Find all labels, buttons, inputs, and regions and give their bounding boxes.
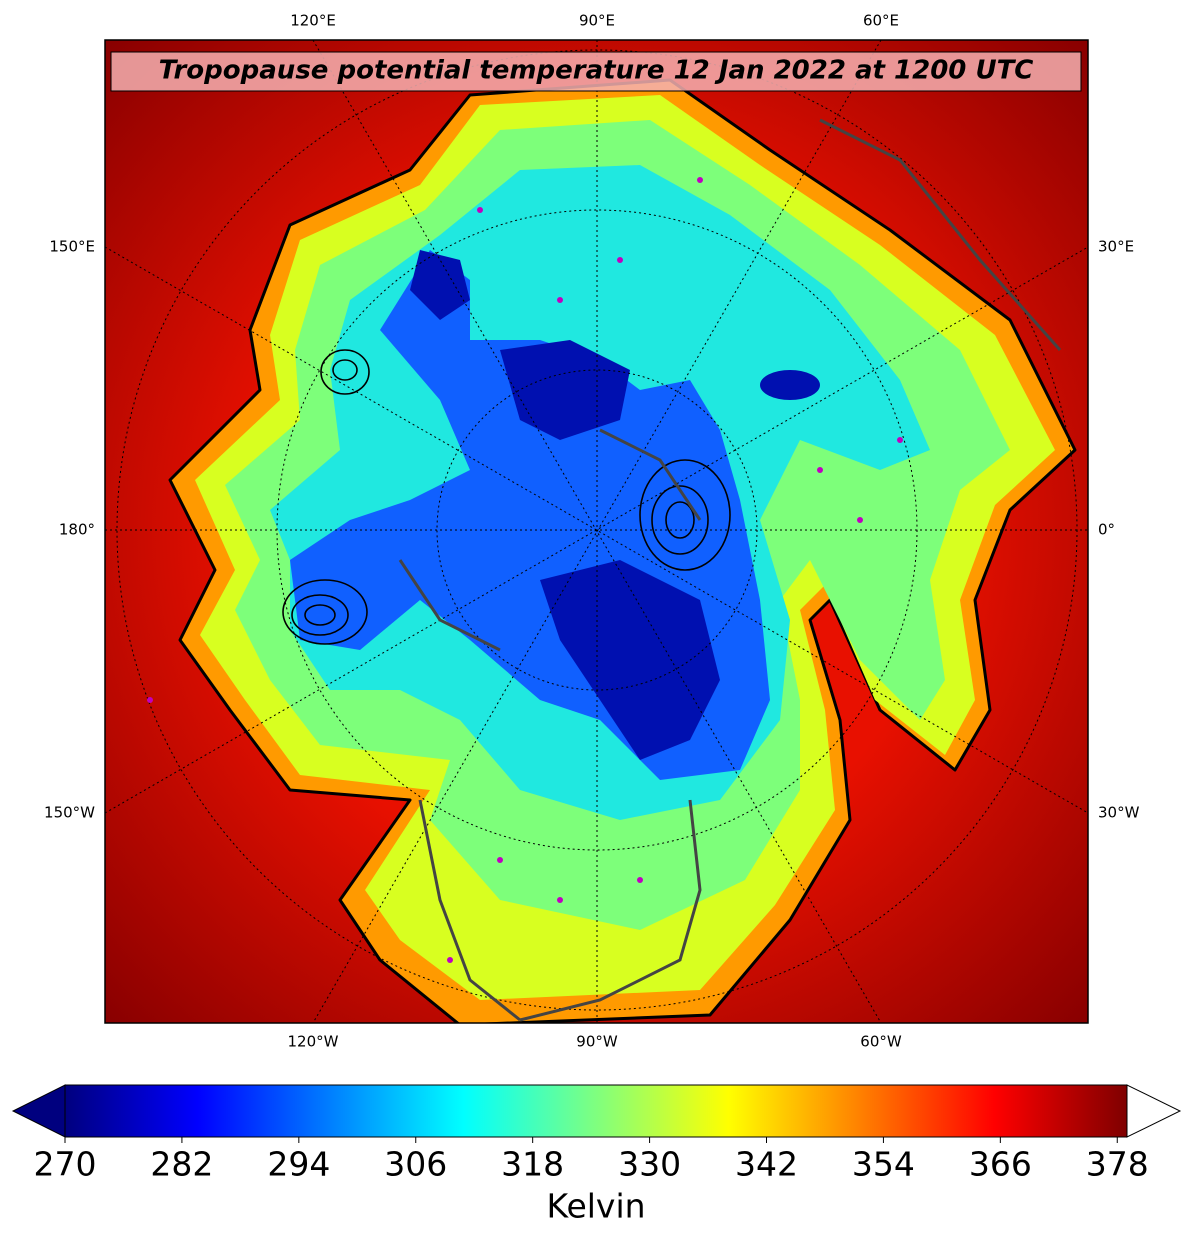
lon-label: 120°E <box>290 12 336 30</box>
colorbar-tick-label: 378 <box>1086 1145 1149 1184</box>
lon-label: 180° <box>59 521 95 539</box>
colorbar-tick-label: 318 <box>501 1145 564 1184</box>
lon-label: 150°W <box>44 804 95 822</box>
map-frame <box>104 39 1089 1024</box>
coastlines <box>398 118 1062 1022</box>
lon-label: 120°W <box>288 1033 339 1051</box>
lon-label: 0° <box>1098 521 1115 539</box>
lon-label: 90°W <box>576 1033 618 1051</box>
field-darkblue <box>540 560 720 760</box>
title: Tropopause potential temperature 12 Jan … <box>159 56 1034 86</box>
lon-label: 30°E <box>1098 238 1134 256</box>
colorbar-label: Kelvin <box>546 1187 645 1226</box>
stations <box>147 177 903 963</box>
title-box <box>110 51 1082 92</box>
colorbar-tick-label: 282 <box>150 1145 213 1184</box>
colorbar-tick-label: 342 <box>735 1145 798 1184</box>
graticule <box>105 40 1088 1023</box>
field-darkblue <box>760 370 820 400</box>
colorbar-tick-label: 306 <box>384 1145 447 1184</box>
colorbar-tick-label: 330 <box>618 1145 681 1184</box>
colorbar-tick-label: 294 <box>267 1145 330 1184</box>
colorbar-bar <box>64 1084 1128 1138</box>
longitude-labels: 120°E 90°E 60°E 120°W 90°W 60°W 150°E 180° 150°W… <box>44 12 1140 1051</box>
lon-label: 90°E <box>579 12 615 30</box>
lon-label: 30°W <box>1098 804 1140 822</box>
colorbar-extend-min <box>11 1084 66 1138</box>
colorbar-tick-label: 270 <box>34 1145 97 1184</box>
colorbar-tick-label: 354 <box>852 1145 915 1184</box>
lon-label: 60°W <box>860 1033 902 1051</box>
field-darkblue <box>410 250 470 320</box>
lon-label: 150°E <box>49 238 95 256</box>
colorbar-extend-max <box>1126 1084 1182 1138</box>
colorbar: 270 282 294 306 318 330 342 354 366 378 <box>11 1084 1182 1184</box>
map-field <box>105 40 1088 1023</box>
colorbar-tick-label: 366 <box>969 1145 1032 1184</box>
lon-label: 60°E <box>863 12 899 30</box>
pressure-contours <box>282 349 731 645</box>
